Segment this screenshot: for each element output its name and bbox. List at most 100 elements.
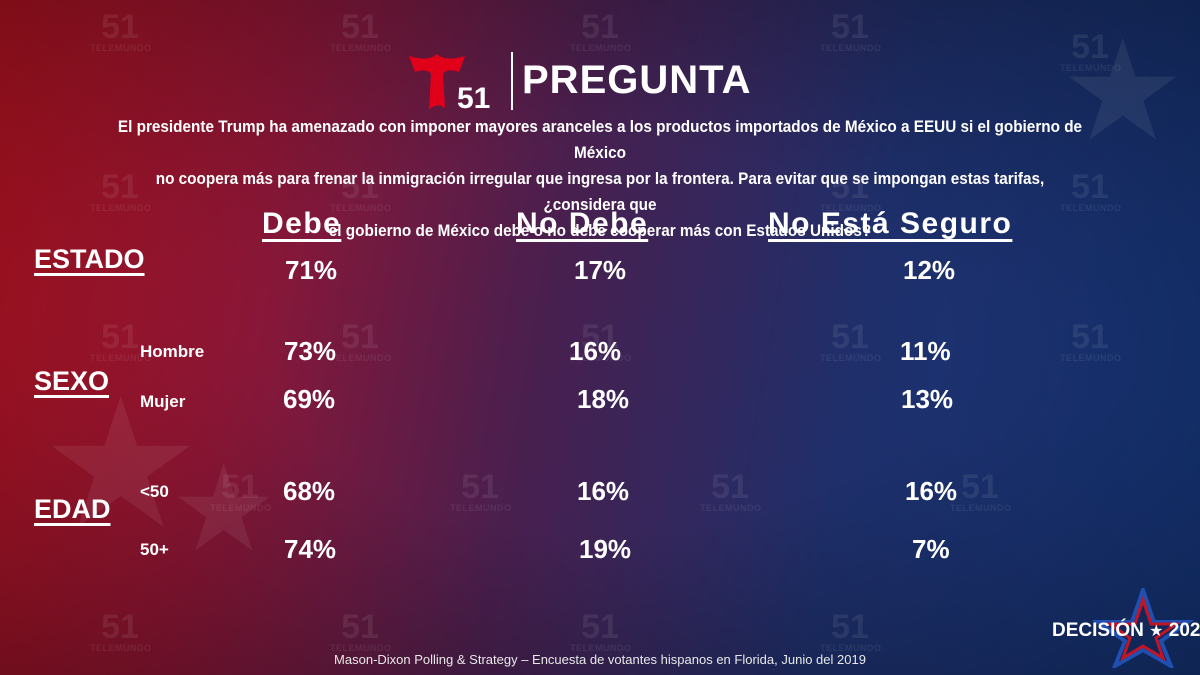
badge-word: DECISIÓN (1052, 620, 1144, 641)
telemundo-watermark: 51 TELEMUNDO (1060, 318, 1122, 363)
watermark-number: 51 (341, 318, 379, 356)
value-hombre-debe: 73% (284, 336, 337, 366)
sublabel-50-plus: 50+ (140, 540, 169, 559)
watermark-number: 51 (221, 468, 259, 506)
badge-year: 2020 (1168, 620, 1200, 641)
sublabel-hombre: Hombre (140, 342, 205, 361)
telemundo-watermark: 51 TELEMUNDO (90, 610, 151, 653)
watermark-number: 51 (961, 468, 999, 506)
watermark-number: 51 (581, 608, 619, 646)
question-line-3: el gobierno de México debe o no debe coo… (328, 221, 872, 240)
value-under50-debe: 68% (283, 476, 336, 506)
telemundo-watermark: 51 TELEMUNDO (820, 318, 882, 363)
row-label-edad: EDAD (34, 494, 111, 524)
watermark-word: TELEMUNDO (950, 503, 1012, 513)
watermark-word: TELEMUNDO (330, 43, 392, 53)
value-hombre-no-debe: 16% (569, 336, 622, 366)
watermark-number: 51 (101, 318, 139, 356)
watermark-number: 51 (831, 318, 869, 356)
watermark-number: 51 (711, 468, 749, 506)
telemundo-watermark: 51 TELEMUNDO (90, 318, 152, 363)
telemundo-watermark: 51 TELEMUNDO (570, 608, 632, 653)
logo-number: 51 (457, 82, 490, 112)
value-over50-debe: 74% (284, 534, 337, 564)
value-under50-no-debe: 16% (577, 476, 630, 506)
telemundo-watermark: 51 TELEMUNDO (330, 318, 392, 363)
watermark-word: TELEMUNDO (1060, 353, 1122, 363)
column-header-debe: Debe (262, 207, 342, 240)
column-header-no-debe: No Debe (516, 207, 649, 240)
value-mujer-no-seguro: 13% (901, 384, 954, 414)
watermark-number: 51 (1071, 28, 1109, 66)
telemundo-watermark: 51 TELEMUNDO (1060, 168, 1122, 213)
telemundo-watermark: 51 TELEMUNDO (820, 168, 882, 213)
value-mujer-debe: 69% (283, 384, 336, 414)
watermark-word: TELEMUNDO (820, 203, 882, 213)
watermark-word: TELEMUNDO (330, 203, 392, 213)
sublabel-under-50: <50 (140, 482, 169, 501)
header-divider (511, 52, 513, 110)
watermark-number: 51 (341, 168, 379, 206)
telemundo-watermark: 51 TELEMUNDO (330, 168, 392, 213)
value-under50-no-seguro: 16% (905, 476, 958, 506)
watermark-word: TELEMUNDO (820, 643, 882, 653)
watermark-word: TELEMUNDO (820, 353, 882, 363)
background-star-icon: ★ (40, 364, 202, 565)
watermark-word: TELEMUNDO (90, 353, 152, 363)
question-line-2: no coopera más para frenar la inmigració… (155, 169, 1045, 214)
watermark-number: 51 (101, 8, 139, 46)
source-footnote: Mason-Dixon Polling & Strategy – Encuest… (334, 652, 866, 667)
watermark-word: TELEMUNDO (570, 353, 632, 363)
watermark-number: 51 (831, 168, 869, 206)
value-hombre-no-seguro: 11% (900, 336, 951, 366)
column-header-no-esta-seguro: No Está Seguro (768, 207, 1013, 240)
watermark-word: TELEMUNDO (1060, 63, 1122, 73)
telemundo-watermark: 51 TELEMUNDO (820, 10, 882, 53)
value-estado-debe: 71% (285, 255, 338, 285)
watermark-number: 51 (581, 8, 619, 46)
watermark-word: TELEMUNDO (330, 643, 392, 653)
watermark-word: TELEMUNDO (1060, 203, 1122, 213)
page-title: PREGUNTA (522, 58, 752, 102)
decision-2020-star-icon (1091, 588, 1195, 668)
telemundo-watermark: 51 TELEMUNDO (950, 468, 1012, 513)
telemundo-watermark: 51 TELEMUNDO (330, 608, 392, 653)
watermark-word: TELEMUNDO (90, 43, 152, 53)
watermark-word: TELEMUNDO (210, 503, 272, 513)
watermark-number: 51 (581, 318, 619, 356)
watermark-word: TELEMUNDO (450, 503, 512, 513)
value-estado-no-seguro: 12% (903, 255, 956, 285)
telemundo-watermark: 51 TELEMUNDO (570, 318, 632, 363)
question-text: El presidente Trump ha amenazado con imp… (114, 114, 1086, 244)
watermark-number: 51 (341, 608, 379, 646)
row-label-estado: ESTADO (34, 244, 145, 274)
telemundo-51-logo: 51 (409, 54, 490, 112)
value-over50-no-seguro: 7% (912, 534, 950, 564)
watermark-word: TELEMUNDO (330, 353, 392, 363)
watermark-number: 51 (1071, 168, 1109, 206)
background-star-icon: ★ (170, 442, 278, 576)
telemundo-watermark: 51 TELEMUNDO (820, 608, 882, 653)
row-label-sexo: SEXO (34, 366, 110, 396)
watermark-number: 51 (831, 608, 869, 646)
value-mujer-no-debe: 18% (577, 384, 630, 414)
decision-2020-badge: DECISIÓN ★ 2020 (1052, 620, 1200, 642)
watermark-word: TELEMUNDO (820, 43, 882, 53)
watermark-number: 51 (101, 168, 139, 206)
telemundo-watermark: 51 TELEMUNDO (700, 468, 762, 513)
watermark-word: TELEMUNDO (700, 503, 762, 513)
question-line-1: El presidente Trump ha amenazado con imp… (117, 117, 1083, 162)
sublabel-mujer: Mujer (140, 392, 186, 411)
telemundo-watermark: 51 TELEMUNDO (210, 468, 272, 513)
telemundo-watermark: 51 TELEMUNDO (450, 470, 512, 513)
telemundo-watermark: 51 TELEMUNDO (1060, 28, 1122, 73)
badge-star-icon: ★ (1149, 623, 1164, 640)
telemundo-watermark: 51 TELEMUNDO (90, 8, 152, 53)
telemundo-watermark: 51 TELEMUNDO (570, 8, 632, 53)
watermark-word: TELEMUNDO (570, 43, 632, 53)
value-over50-no-debe: 19% (579, 534, 632, 564)
watermark-number: 51 (1071, 318, 1109, 356)
value-estado-no-debe: 17% (574, 255, 627, 285)
watermark-word: TELEMUNDO (570, 643, 632, 653)
background-star-icon: ★ (1060, 12, 1186, 169)
